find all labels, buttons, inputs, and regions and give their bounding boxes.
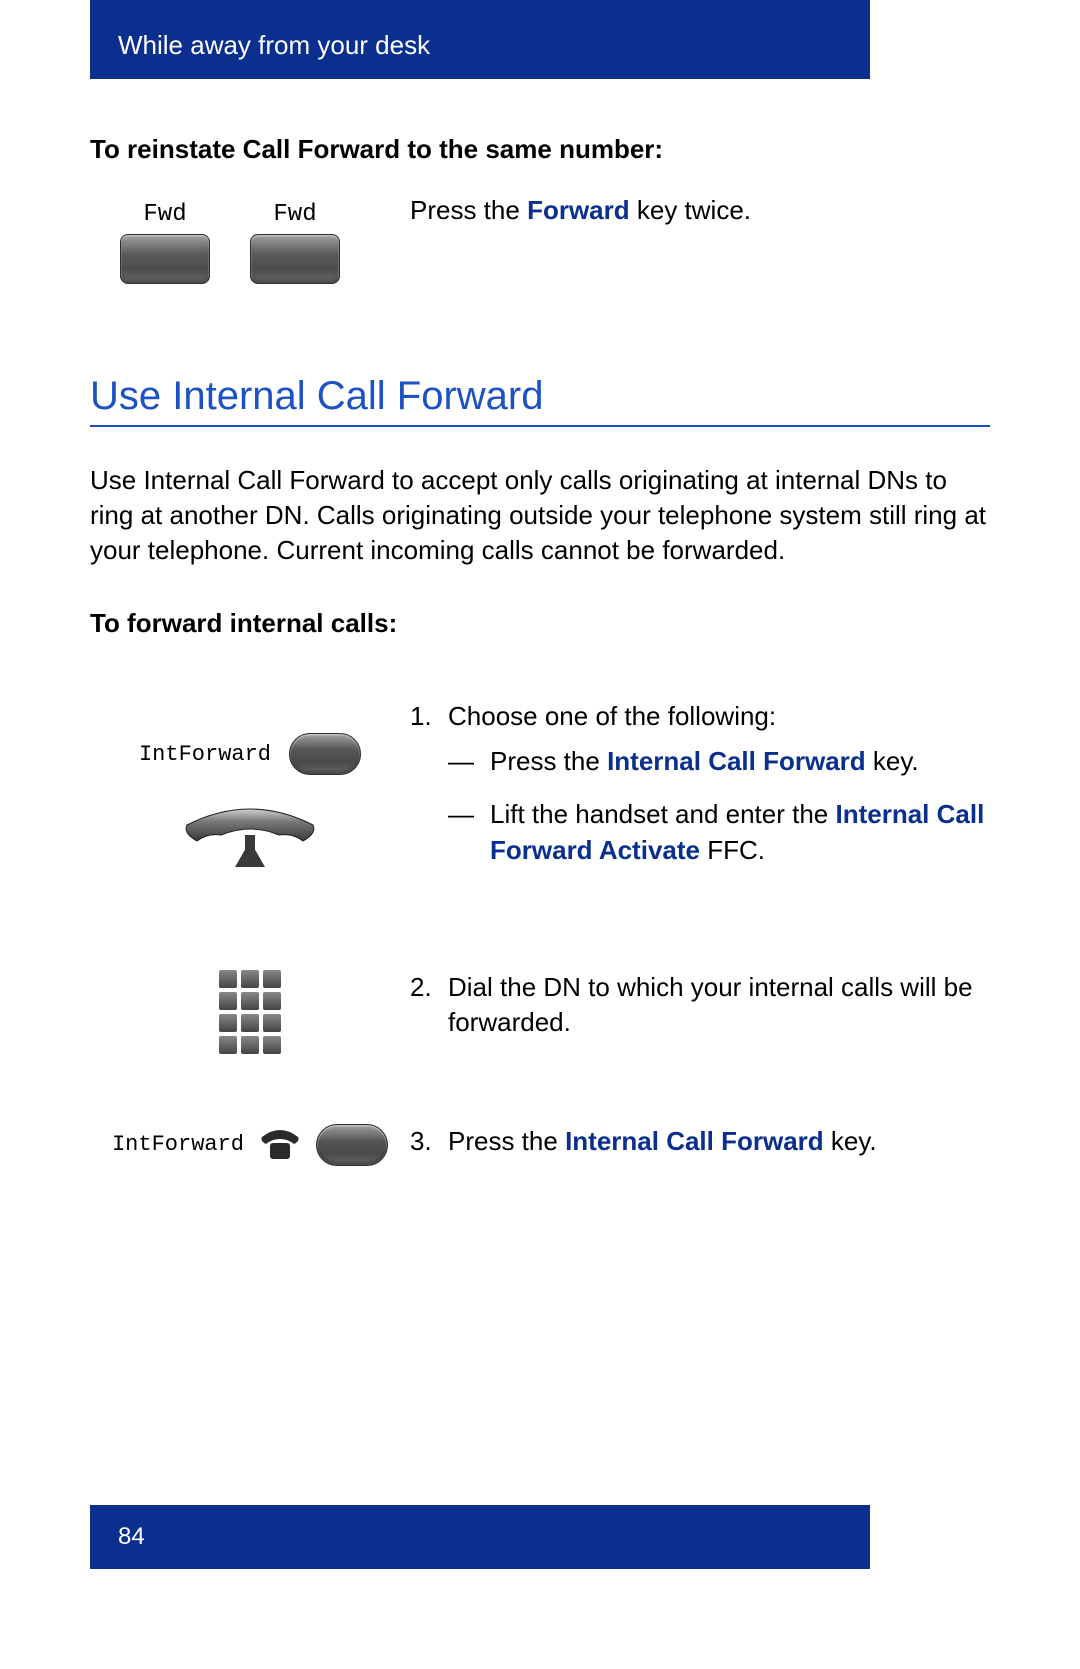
heading-rule — [90, 425, 990, 427]
step-3-key: Internal Call Forward — [565, 1126, 824, 1156]
dash-icon: — — [448, 797, 490, 867]
header-bar: While away from your desk — [90, 0, 870, 79]
fwd-key-pair: Fwd Fwd — [90, 193, 410, 284]
step-2-row: 2. Dial the DN to which your internal ca… — [90, 970, 990, 1054]
forward-key-term: Forward — [527, 195, 630, 225]
step-3-icons: IntForward — [90, 1124, 410, 1166]
page: While away from your desk To reinstate C… — [0, 0, 1080, 1669]
intro-paragraph: Use Internal Call Forward to accept only… — [90, 463, 990, 568]
reinstate-text: Press the Forward key twice. — [410, 193, 990, 228]
pill-key-icon — [316, 1124, 388, 1166]
step-1-opt-b: — Lift the handset and enter the Interna… — [448, 797, 990, 867]
step-1: 1. Choose one of the following: — Press … — [410, 699, 990, 885]
softkey-icon — [120, 234, 210, 284]
reinstate-pre: Press the — [410, 195, 527, 225]
lift-handset-icon — [175, 805, 325, 875]
opt-b-pre: Lift the handset and enter the — [490, 799, 835, 829]
pill-key-icon — [289, 733, 361, 775]
reinstate-icon-col: Fwd Fwd — [90, 193, 410, 284]
step-1-opt-a: — Press the Internal Call Forward key. — [448, 744, 990, 779]
step-3-text: 3. Press the Internal Call Forward key. — [410, 1124, 990, 1173]
intforward-label-2: IntForward — [112, 1132, 244, 1157]
step-3: 3. Press the Internal Call Forward key. — [410, 1124, 990, 1159]
step-1-num: 1. — [410, 699, 448, 885]
step-2-text: 2. Dial the DN to which your internal ca… — [410, 970, 990, 1054]
footer-bar: 84 — [90, 1505, 870, 1569]
section-heading: Use Internal Call Forward — [90, 374, 990, 419]
opt-b-post: FFC. — [700, 835, 765, 865]
opt-a-post: key. — [866, 746, 919, 776]
step-2-body: Dial the DN to which your internal calls… — [448, 972, 973, 1037]
fwd-label-2: Fwd — [273, 201, 316, 228]
section-reinstate-title: To reinstate Call Forward to the same nu… — [90, 134, 990, 165]
softkey-icon — [250, 234, 340, 284]
step-3-pre: Press the — [448, 1126, 565, 1156]
header-text: While away from your desk — [118, 30, 430, 60]
fwd-key-2: Fwd — [250, 201, 340, 284]
opt-a-pre: Press the — [490, 746, 607, 776]
fwd-label-1: Fwd — [143, 201, 186, 228]
section-forward-internal-title: To forward internal calls: — [90, 608, 990, 639]
phone-onhook-icon — [258, 1127, 302, 1163]
reinstate-row: Fwd Fwd Press the Forward key twice. — [90, 193, 990, 284]
page-number: 84 — [118, 1523, 145, 1550]
fwd-key-1: Fwd — [120, 201, 210, 284]
step-3-row: IntForward 3. Press the Internal Call Fo… — [90, 1124, 990, 1173]
step-1-row: IntForward 1. — [90, 699, 990, 899]
step-3-post: key. — [824, 1126, 877, 1156]
step-2-num: 2. — [410, 970, 448, 1040]
step-1-lead: Choose one of the following: — [448, 701, 776, 731]
step-2-icons — [90, 970, 410, 1054]
intforward-label: IntForward — [139, 742, 271, 767]
step-2: 2. Dial the DN to which your internal ca… — [410, 970, 990, 1040]
step-1-text: 1. Choose one of the following: — Press … — [410, 699, 990, 899]
keypad-icon — [219, 970, 281, 1054]
intforward-key-line: IntForward — [139, 733, 361, 775]
step-1-icons: IntForward — [90, 699, 410, 875]
dash-icon: — — [448, 744, 490, 779]
step-3-num: 3. — [410, 1124, 448, 1159]
opt-a-key: Internal Call Forward — [607, 746, 866, 776]
reinstate-post: key twice. — [630, 195, 751, 225]
